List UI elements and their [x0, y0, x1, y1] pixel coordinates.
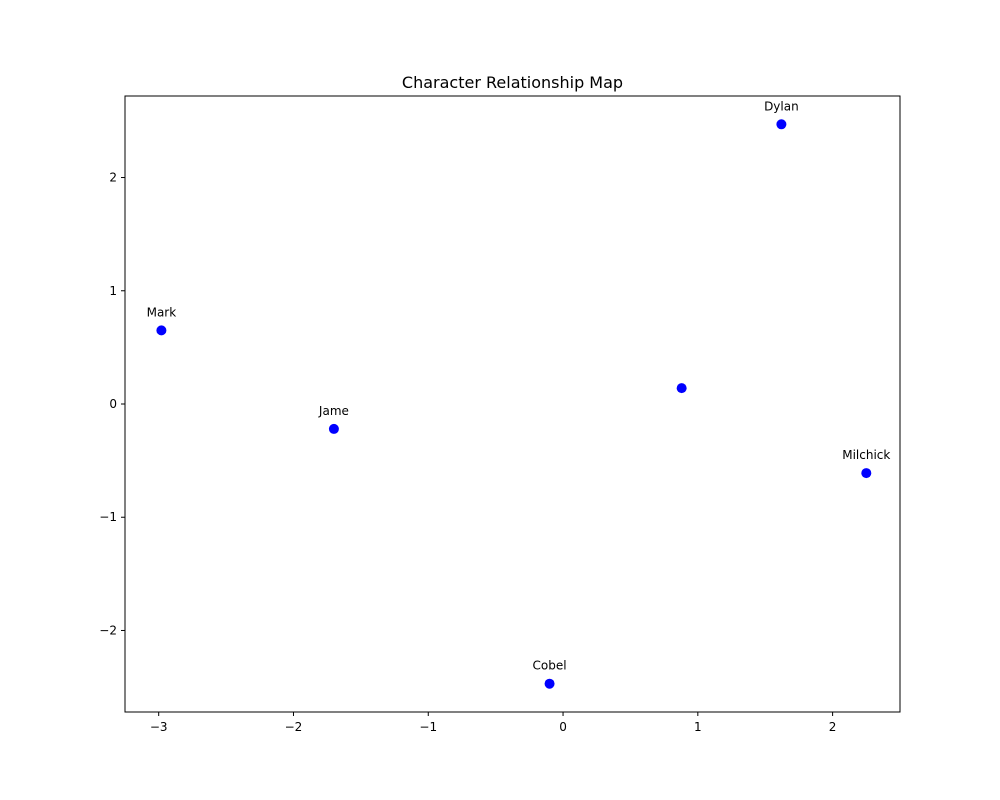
point-label: Mark	[147, 305, 177, 319]
y-tick-label: −2	[99, 623, 117, 637]
data-point[interactable]	[676, 383, 687, 394]
point-label: Dylan	[764, 99, 799, 113]
point-label: Milchick	[842, 448, 890, 462]
x-tick-label: −1	[419, 720, 437, 734]
y-tick-label: −1	[99, 510, 117, 524]
y-tick-label: 0	[109, 397, 117, 411]
x-tick-label: 2	[829, 720, 837, 734]
y-tick-label: 1	[109, 284, 117, 298]
data-point[interactable]	[156, 325, 167, 336]
point-label: Jame	[318, 404, 349, 418]
data-point[interactable]	[861, 468, 872, 479]
x-tick-label: 0	[559, 720, 567, 734]
y-tick-label: 2	[109, 171, 117, 185]
data-point[interactable]	[328, 423, 339, 434]
axes-frame	[124, 95, 901, 713]
data-point[interactable]	[776, 119, 787, 130]
plot-area: −3 −2 −1 0 1 2 −2 −1 0 1 2 Mark Jame Cobel Dylan Milchi…	[99, 99, 890, 734]
x-tick-label: −2	[285, 720, 303, 734]
point-label: Cobel	[533, 659, 567, 673]
chart-title: Character Relationship Map	[402, 73, 623, 92]
x-tick-label: −3	[150, 720, 168, 734]
data-point[interactable]	[544, 678, 555, 689]
x-tick-label: 1	[694, 720, 702, 734]
